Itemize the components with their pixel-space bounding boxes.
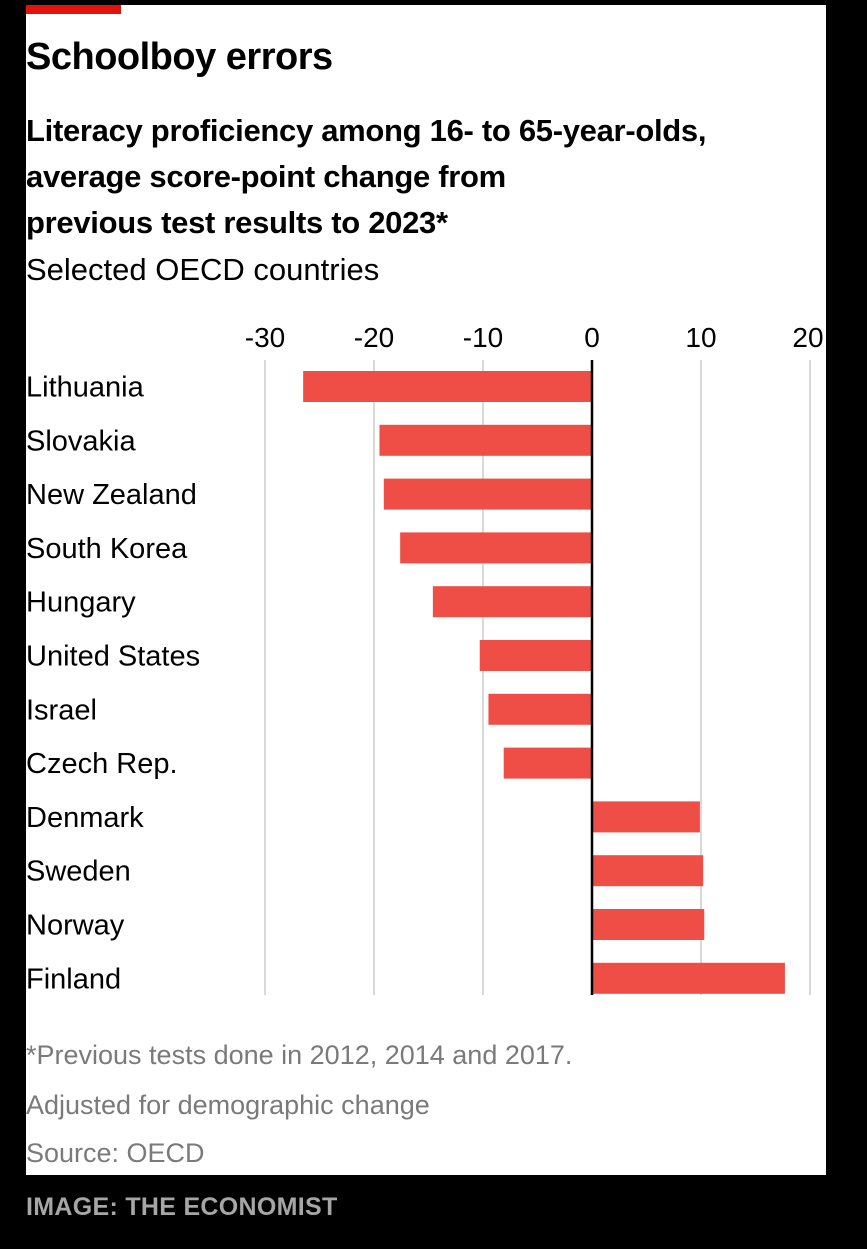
x-tick-label: -30 xyxy=(245,322,285,353)
category-label: South Korea xyxy=(26,533,188,565)
category-label: United States xyxy=(26,641,200,673)
category-label: New Zealand xyxy=(26,479,197,511)
bar xyxy=(432,586,592,618)
subtitle-line: previous test results to 2023* xyxy=(26,205,448,240)
image-credit: IMAGE: THE ECONOMIST xyxy=(26,1193,338,1221)
x-tick-label: -20 xyxy=(354,322,394,353)
subtitle-line: average score-point change from xyxy=(26,159,506,194)
chart-subtitle: Literacy proficiency among 16- to 65-yea… xyxy=(26,108,816,246)
category-label: Czech Rep. xyxy=(26,748,178,780)
x-tick-label: 20 xyxy=(792,322,823,353)
bar xyxy=(383,478,592,510)
footnote-adjustment: Adjusted for demographic change xyxy=(26,1090,430,1120)
bar xyxy=(379,424,592,456)
chart-title: Schoolboy errors xyxy=(26,36,333,78)
bar xyxy=(592,801,700,833)
category-label: Norway xyxy=(26,910,125,942)
bar xyxy=(400,532,592,564)
chart-card: Schoolboy errors Literacy proficiency am… xyxy=(26,5,826,1175)
x-tick-label: 0 xyxy=(584,322,600,353)
bar xyxy=(303,371,592,402)
category-label: Sweden xyxy=(26,856,131,888)
bar xyxy=(592,909,705,940)
bar xyxy=(503,747,592,779)
category-label: Slovakia xyxy=(26,425,136,457)
category-label: Israel xyxy=(26,694,97,726)
bar xyxy=(479,640,592,671)
bar xyxy=(592,855,704,887)
category-label: Hungary xyxy=(26,587,136,619)
brand-accent-bar xyxy=(26,5,121,14)
chart-subtitle-secondary: Selected OECD countries xyxy=(26,252,380,287)
x-tick-label: -10 xyxy=(463,322,503,353)
subtitle-line: Literacy proficiency among 16- to 65-yea… xyxy=(26,113,707,148)
bar xyxy=(488,693,592,725)
category-label: Lithuania xyxy=(26,372,145,404)
bar-chart: -30 -20 -10 0 10 20 Lithuania Slovakia New Zeala… xyxy=(26,322,824,995)
category-label: Finland xyxy=(26,963,121,995)
source-note: Source: OECD xyxy=(26,1138,205,1168)
category-label: Denmark xyxy=(26,802,144,834)
bar xyxy=(592,962,785,994)
footnote: *Previous tests done in 2012, 2014 and 2… xyxy=(26,1040,573,1070)
x-tick-label: 10 xyxy=(685,322,716,353)
